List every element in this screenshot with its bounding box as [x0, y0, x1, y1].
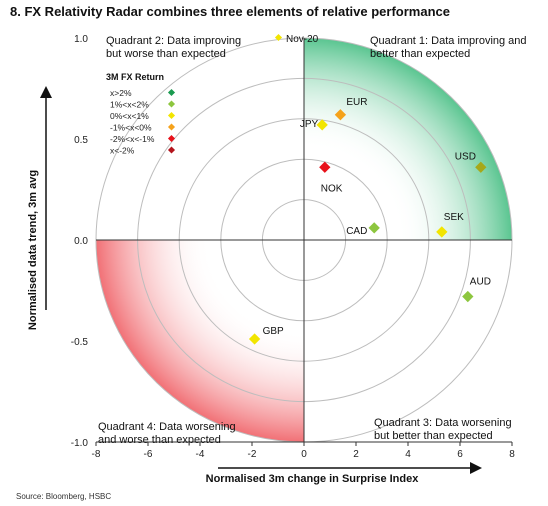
point-nok: [319, 161, 331, 173]
tick-labels: -8 -6 -4 -2 0 2 4 6 8 1.0 0.5 0.0 -0.5 -1.0 Normalised…: [27, 34, 515, 485]
legend-swatch: [167, 134, 176, 143]
x-tick-label: 8: [509, 449, 515, 460]
chart-title: 8. FX Relativity Radar combines three el…: [10, 4, 450, 19]
point-aud: [462, 290, 474, 303]
legend: 3M FX Return x>2% 1%<x<2%0%<x<1% -1%<x<0%-2…: [106, 33, 319, 156]
point-label-eur: EUR: [346, 97, 367, 108]
point-label-usd: USD: [455, 151, 476, 162]
point-label-sek: SEK: [444, 212, 464, 223]
point-label-jpy: JPY: [300, 119, 319, 130]
quadrant-shading: [96, 38, 512, 442]
outer-mask: [96, 38, 512, 442]
x-tick-label: 6: [457, 449, 463, 460]
legend-label: -2%<x<-1%: [110, 134, 155, 144]
q1-label: Quadrant 1: Data improving and: [370, 35, 527, 47]
legend-swatch: [167, 146, 176, 154]
legend-label: -1%<x<0%: [110, 123, 152, 133]
q3-label: Quadrant 3: Data worsening: [374, 417, 512, 429]
series-legend-swatch: [274, 33, 283, 42]
legend-swatch: [167, 88, 176, 97]
point-label-gbp: GBP: [263, 326, 284, 337]
legend-swatch: [167, 111, 176, 120]
legend-label: 1%<x<2%: [110, 100, 149, 110]
x-tick-label: 4: [405, 449, 411, 460]
legend-swatch: [167, 123, 176, 131]
series-legend-label: Nov-20: [286, 34, 319, 45]
x-axis-label: Normalised 3m change in Surprise Index: [206, 473, 420, 485]
legend-swatch: [167, 100, 176, 108]
point-label-cad: CAD: [346, 226, 367, 237]
y-tick-label: 0.5: [74, 135, 88, 146]
x-tick-label: -8: [92, 449, 101, 460]
x-tick-label: -4: [196, 449, 205, 460]
x-tick-label: -6: [144, 449, 153, 460]
q1-label: better than expected: [370, 48, 470, 60]
radar-chart: -8 -6 -4 -2 0 2 4 6 8 1.0 0.5 0.0 -0.5 -1.0 Normalised…: [27, 33, 527, 485]
y-tick-label: 1.0: [74, 34, 88, 45]
q2-label: but worse than expected: [106, 48, 226, 60]
point-label-nok: NOK: [321, 183, 343, 194]
point-cad: [368, 222, 380, 234]
q4-label: Quadrant 4: Data worsening: [98, 421, 236, 433]
x-tick-label: 2: [353, 449, 359, 460]
y-tick-label: 0.0: [74, 236, 88, 247]
data-points: EUR JPY NOK USD SEK CAD AUD GBP: [248, 97, 491, 345]
q2-label: Quadrant 2: Data improving: [106, 35, 241, 47]
q4-label: and worse than expected: [98, 434, 221, 446]
legend-label: x>2%: [110, 88, 132, 98]
point-sek: [436, 226, 448, 238]
legend-label: 0%<x<1%: [110, 111, 149, 121]
point-gbp: [248, 333, 261, 345]
point-usd: [475, 161, 487, 173]
source-note: Source: Bloomberg, HSBC: [16, 492, 112, 501]
legend-title: 3M FX Return: [106, 72, 164, 82]
y-axis-label: Normalised data trend, 3m avg: [27, 170, 39, 330]
x-tick-label: 0: [301, 449, 307, 460]
legend-label: x<-2%: [110, 146, 135, 156]
y-tick-label: -1.0: [71, 438, 89, 449]
q3-label: but better than expected: [374, 430, 493, 442]
y-tick-label: -0.5: [71, 337, 89, 348]
x-tick-label: -2: [248, 449, 257, 460]
point-label-aud: AUD: [470, 277, 491, 288]
